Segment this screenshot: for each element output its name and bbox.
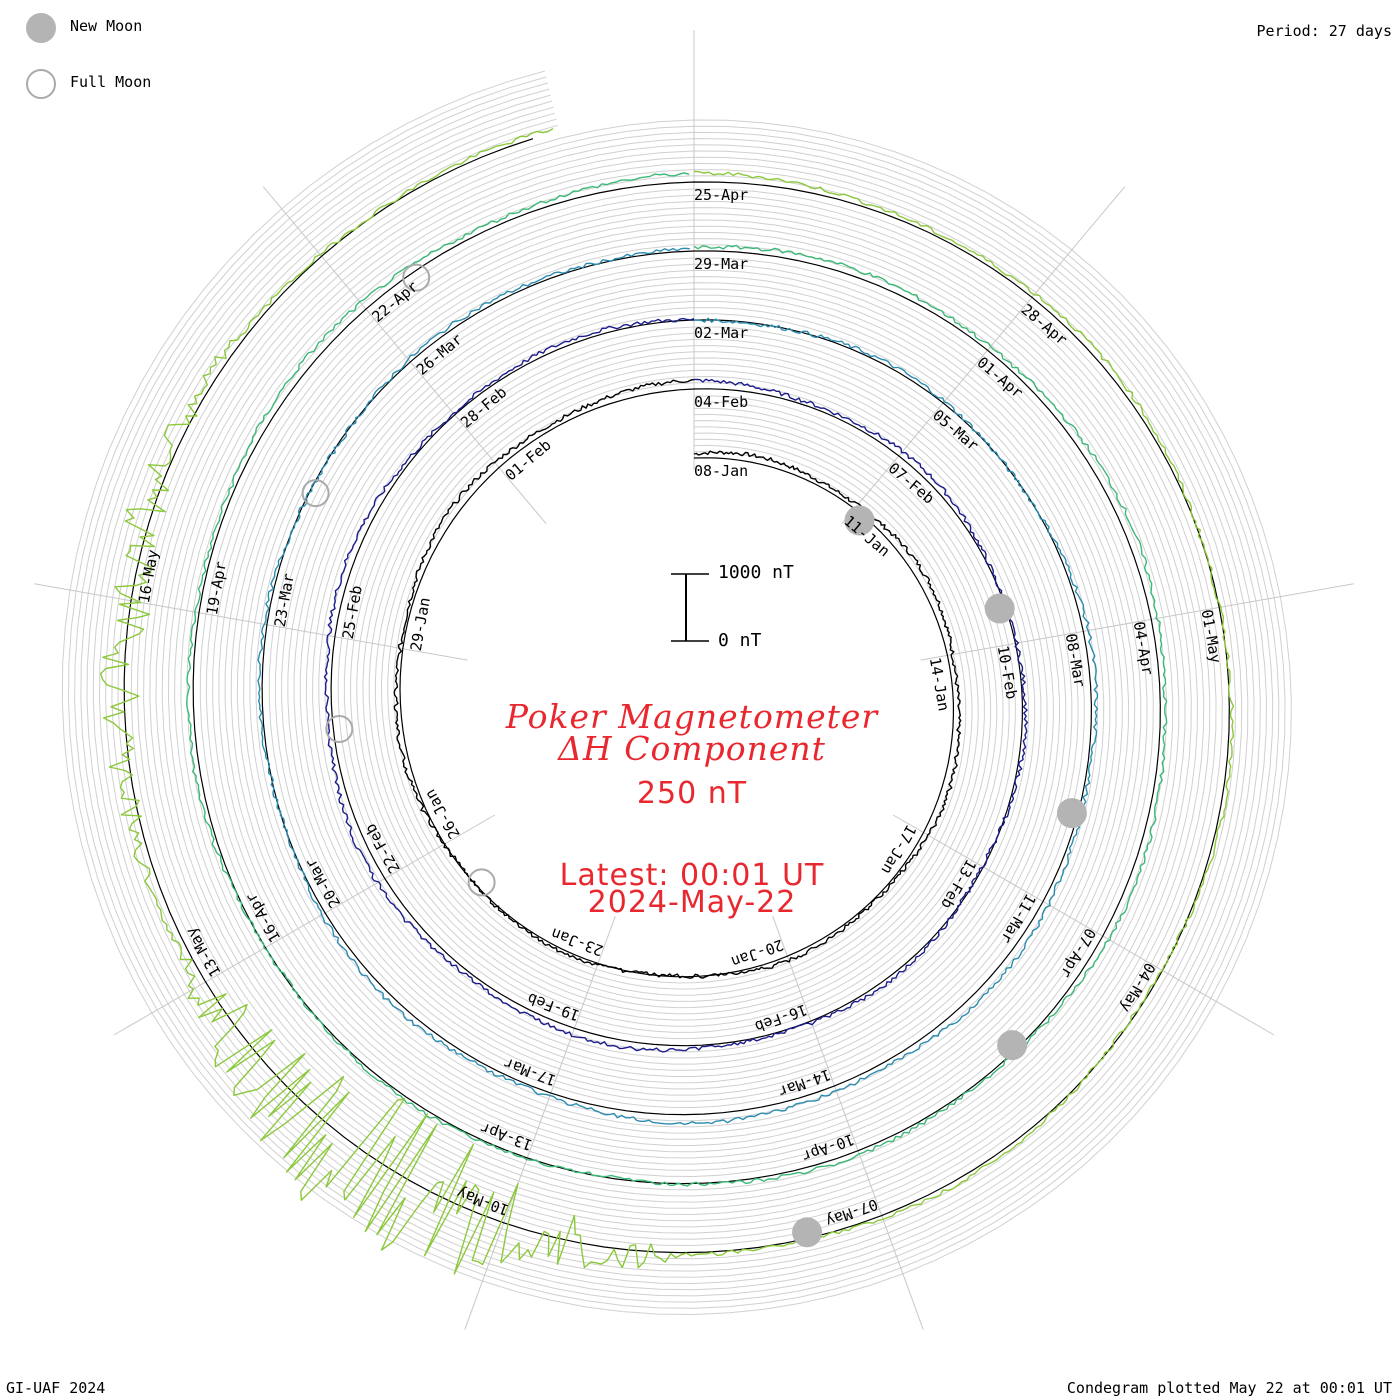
date-label: 23-Jan (549, 924, 606, 959)
date-label: 25-Apr (694, 186, 748, 204)
latest-time: Latest: 00:01 UT (559, 858, 825, 893)
grid-ring (98, 106, 1255, 1278)
legend-new-moon-label: New Moon (70, 17, 143, 35)
date-label: 08-Jan (694, 462, 748, 480)
grid-ring (61, 70, 1292, 1316)
full-moon-marker (467, 868, 496, 897)
baseline-spiral (123, 138, 1230, 1254)
filled-circle-icon (26, 13, 56, 43)
grid-ring (67, 76, 1286, 1309)
new-moon-marker (984, 593, 1015, 624)
day-spoke (920, 583, 1354, 661)
new-moon-marker (792, 1217, 823, 1248)
trace-rotation-1 (393, 379, 962, 979)
new-moon-marker (844, 505, 875, 536)
grid-ring (111, 118, 1243, 1266)
grid-rings (61, 70, 1292, 1316)
day-spoke (772, 915, 924, 1330)
day-spoke (34, 583, 468, 661)
date-label: 20-Jan (729, 936, 786, 971)
baseline-path (123, 138, 1230, 1254)
delta-h-trace (99, 127, 1235, 1275)
trace-rotation-3 (257, 247, 1099, 1126)
date-label: 29-Mar (694, 255, 748, 273)
day-spoke (841, 186, 1126, 525)
grid-ring (74, 82, 1280, 1303)
date-label: 29-Jan (407, 596, 434, 652)
scale-bar-bottom-label: 0 nT (718, 630, 762, 651)
grid-ring (92, 100, 1261, 1285)
day-spoke (464, 915, 616, 1330)
grid-ring (86, 94, 1268, 1291)
new-moon-marker (997, 1030, 1028, 1061)
chart-title: Poker Magnetometer (505, 697, 879, 736)
trace-rotation-4 (186, 172, 1168, 1187)
latest-date: 2024-May-22 (587, 885, 797, 920)
day-spokes (34, 30, 1354, 1330)
moon-markers (301, 263, 1087, 1248)
grid-ring (80, 88, 1274, 1297)
period-label: Period: 27 days (1256, 22, 1392, 40)
new-moon-marker (1056, 798, 1087, 829)
full-moon-marker (402, 263, 431, 292)
day-spoke (892, 814, 1275, 1036)
scale-value: 250 nT (636, 776, 748, 811)
full-moon-marker (301, 479, 330, 508)
trace-rotation-2 (323, 317, 1029, 1053)
full-moon-marker (325, 715, 354, 743)
scale-bar-top-label: 1000 nT (718, 562, 794, 583)
date-label: 16-Feb (752, 1000, 809, 1035)
day-spoke (113, 814, 496, 1036)
chart-subtitle: ΔH Component (558, 729, 826, 768)
date-label: 02-Mar (694, 324, 748, 342)
footer-plot-time: Condegram plotted May 22 at 00:01 UT (1066, 1379, 1392, 1397)
trace-rotation-5 (99, 127, 1235, 1275)
footer-credit: GI-UAF 2024 (6, 1379, 106, 1397)
legend-full-moon-label: Full Moon (70, 73, 152, 91)
grid-ring (105, 112, 1249, 1272)
date-label: 07-May (823, 1195, 880, 1230)
scale-bar (671, 573, 709, 642)
open-circle-icon (26, 69, 56, 99)
date-label: 04-Feb (694, 393, 748, 411)
